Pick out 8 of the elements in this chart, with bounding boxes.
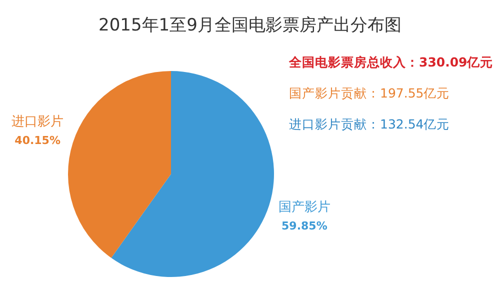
slice-label: 国产影片 [278,200,330,216]
data-label: 59.85% [282,220,328,233]
chart-title: 2015年1至9月全国电影票房产出分布图 [98,15,402,36]
text: 国产影片贡献：197.55亿元 [289,85,450,100]
text: 进口影片贡献：132.54亿元 [289,116,450,132]
text: 全国电影票房总收入：330.09亿元 [288,54,494,70]
data-label: 40.15% [14,134,60,148]
slice-label: 进口影片 [12,114,64,130]
